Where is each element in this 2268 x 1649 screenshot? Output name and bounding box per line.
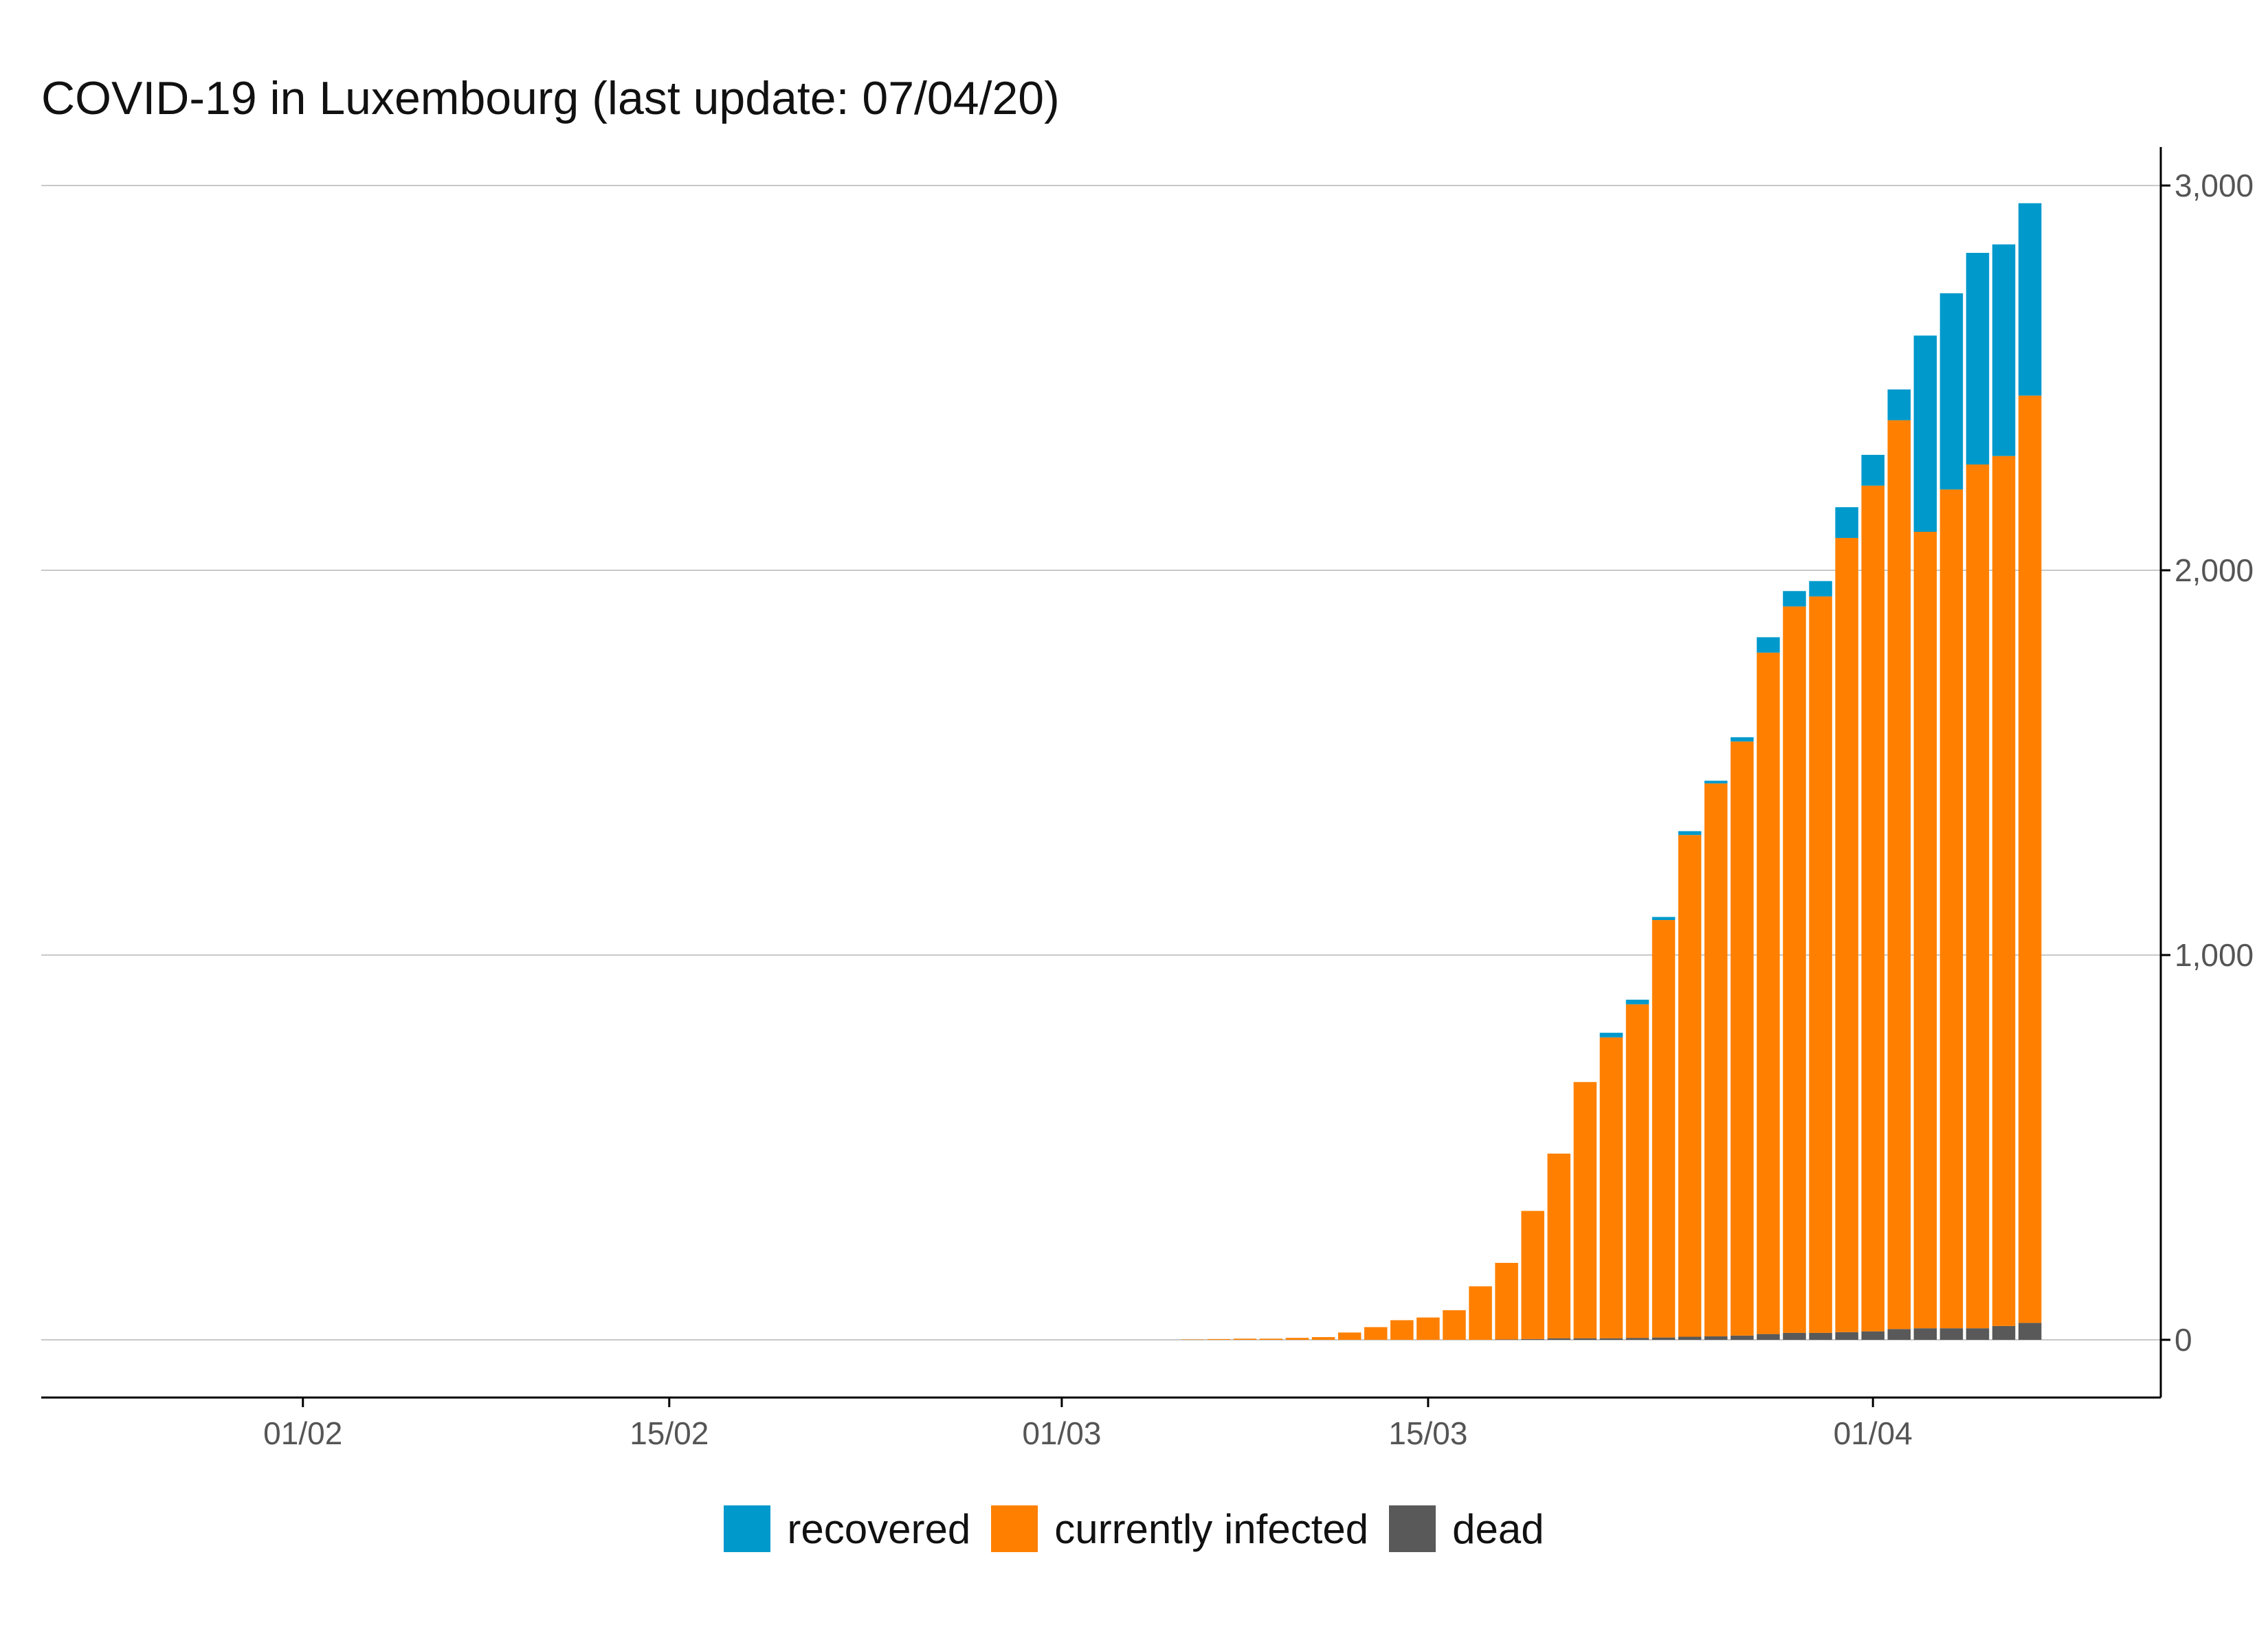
chart-title: COVID-19 in Luxembourg (last update: 07/… <box>41 72 1060 124</box>
bar-segment <box>1599 1037 1623 1338</box>
y-tick-label: 2,000 <box>2175 552 2254 588</box>
legend-item-currently-infected: currently infected <box>991 1505 1368 1553</box>
bar-segment <box>1469 1286 1492 1340</box>
bar-segment <box>1390 1320 1414 1340</box>
bar-segment <box>1547 1338 1571 1340</box>
bar-segment <box>1757 1334 1780 1340</box>
legend-item-recovered: recovered <box>724 1505 970 1553</box>
legend-swatch-currently-infected <box>991 1505 1038 1552</box>
legend: recovered currently infected dead <box>0 1503 2268 1554</box>
bar-segment <box>1547 1153 1571 1338</box>
bar-segment <box>1731 1335 1754 1340</box>
x-tick-label: 15/03 <box>1388 1415 1467 1451</box>
bar-segment <box>1913 532 1937 1329</box>
bar-segment <box>1887 1329 1911 1340</box>
y-tick-label: 1,000 <box>2175 937 2254 973</box>
x-tick-label: 01/02 <box>263 1415 342 1451</box>
bar-segment <box>1652 1337 1676 1340</box>
bar-segment <box>1861 455 1885 486</box>
bar-segment <box>1704 1336 1728 1340</box>
bar-segment <box>1311 1337 1335 1340</box>
bar-segment <box>1783 1332 1806 1340</box>
bar-segment <box>1731 741 1754 1336</box>
x-tick-label: 01/03 <box>1022 1415 1101 1451</box>
bars <box>1181 203 2042 1340</box>
bar-segment <box>1757 637 1780 653</box>
legend-swatch-recovered <box>724 1505 771 1552</box>
x-ticks: 01/02 15/02 01/03 15/03 01/04 <box>263 1398 1913 1451</box>
bar-segment <box>1625 999 1649 1005</box>
bar-segment <box>1285 1338 1309 1340</box>
legend-swatch-dead <box>1389 1505 1436 1552</box>
bar-segment <box>1809 596 1832 1333</box>
bar-segment <box>1966 1328 1990 1340</box>
bar-segment <box>1731 737 1754 742</box>
bar-segment <box>1939 1328 1964 1340</box>
x-tick-label: 01/04 <box>1834 1415 1913 1451</box>
bar-segment <box>2018 203 2042 396</box>
bar-segment <box>1625 1004 1649 1338</box>
bar-segment <box>1599 1338 1623 1340</box>
bar-segment <box>1495 1339 1518 1340</box>
y-ticks: 0 1,000 2,000 3,000 <box>2161 168 2254 1358</box>
bar-segment <box>1704 783 1728 1336</box>
bar-segment <box>1966 253 1990 464</box>
bar-segment <box>1966 464 1990 1329</box>
bar-segment <box>1835 537 1858 1332</box>
bar-segment <box>2018 395 2042 1323</box>
bar-segment <box>1259 1338 1283 1340</box>
bar-segment <box>1913 1328 1937 1340</box>
bar-segment <box>1521 1211 1544 1339</box>
bar-segment <box>1992 456 2016 1326</box>
bar-segment <box>1913 335 1937 532</box>
bar-segment <box>1652 917 1676 921</box>
bar-segment <box>1337 1332 1361 1340</box>
bar-segment <box>1783 591 1806 607</box>
grid-lines <box>41 185 2161 1340</box>
bar-segment <box>1704 781 1728 784</box>
legend-label-currently-infected: currently infected <box>1054 1505 1369 1552</box>
bar-segment <box>1495 1263 1518 1340</box>
bar-segment <box>1809 1332 1832 1340</box>
bar-segment <box>1678 1336 1702 1340</box>
bar-segment <box>1887 389 1911 420</box>
bar-segment <box>1861 485 1885 1332</box>
bar-segment <box>1573 1081 1597 1338</box>
bar-segment <box>1809 581 1832 597</box>
bar-segment <box>1416 1317 1440 1340</box>
bar-segment <box>1939 293 1964 490</box>
bar-segment <box>1992 1325 2016 1340</box>
legend-label-recovered: recovered <box>787 1505 971 1552</box>
bar-segment <box>1835 507 1858 538</box>
bar-segment <box>1573 1338 1597 1340</box>
x-tick-label: 15/02 <box>630 1415 709 1451</box>
y-tick-label: 3,000 <box>2175 168 2254 203</box>
bar-segment <box>1678 835 1702 1337</box>
legend-item-dead: dead <box>1389 1505 1544 1553</box>
bar-segment <box>1783 606 1806 1333</box>
bar-segment <box>1652 920 1676 1338</box>
bar-segment <box>1678 831 1702 835</box>
bar-segment <box>1757 652 1780 1334</box>
bar-segment <box>1992 244 2016 456</box>
bar-segment <box>1181 1339 1205 1340</box>
bar-segment <box>1861 1331 1885 1340</box>
bar-segment <box>2018 1323 2042 1340</box>
axes <box>41 147 2162 1399</box>
bar-segment <box>1887 420 1911 1330</box>
legend-label-dead: dead <box>1452 1505 1544 1552</box>
bar-segment <box>1835 1332 1858 1340</box>
bar-segment <box>1207 1338 1231 1340</box>
bar-segment <box>1625 1338 1649 1340</box>
bar-segment <box>1233 1338 1257 1340</box>
bar-segment <box>1599 1033 1623 1037</box>
bar-segment <box>1364 1327 1388 1340</box>
bar-segment <box>1443 1310 1466 1340</box>
bar-segment <box>1939 489 1964 1329</box>
y-tick-label: 0 <box>2175 1322 2192 1358</box>
bar-segment <box>1521 1338 1544 1340</box>
